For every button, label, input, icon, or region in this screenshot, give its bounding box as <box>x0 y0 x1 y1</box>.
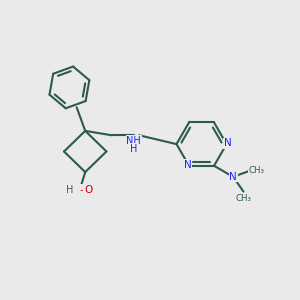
Text: NH: NH <box>126 136 141 146</box>
Text: O: O <box>84 185 92 195</box>
Text: N: N <box>184 160 192 170</box>
Text: H: H <box>130 143 137 154</box>
Text: CH₃: CH₃ <box>236 194 251 203</box>
Text: N: N <box>229 172 237 182</box>
Text: N: N <box>224 138 232 148</box>
Text: CH₃: CH₃ <box>249 167 265 176</box>
Text: H: H <box>66 185 73 195</box>
Text: -: - <box>79 185 82 195</box>
